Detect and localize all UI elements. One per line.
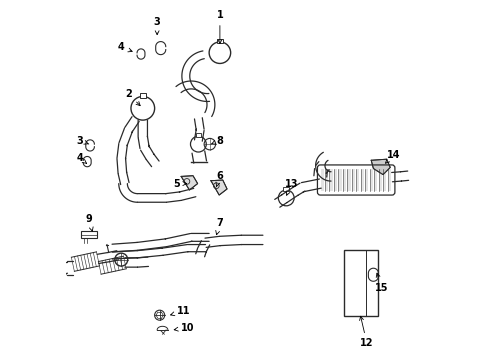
Text: 3: 3 — [154, 17, 161, 35]
Bar — [330, 169, 333, 191]
Text: 14: 14 — [386, 150, 400, 163]
Text: 10: 10 — [174, 323, 195, 333]
Bar — [362, 169, 364, 191]
FancyBboxPatch shape — [196, 133, 201, 137]
FancyBboxPatch shape — [283, 187, 289, 191]
FancyBboxPatch shape — [217, 39, 223, 43]
Bar — [340, 169, 342, 191]
Text: 11: 11 — [171, 306, 191, 316]
Bar — [353, 169, 355, 191]
Bar — [343, 250, 378, 316]
Bar — [367, 169, 368, 191]
Bar — [348, 169, 350, 191]
Bar — [326, 169, 328, 191]
Text: 4: 4 — [76, 153, 87, 163]
Text: 4: 4 — [118, 42, 132, 52]
Polygon shape — [211, 180, 227, 195]
Bar — [389, 169, 391, 191]
FancyBboxPatch shape — [140, 93, 146, 98]
Text: 12: 12 — [360, 316, 374, 348]
Bar — [344, 169, 346, 191]
Text: 8: 8 — [211, 136, 223, 145]
Bar — [321, 169, 323, 191]
Text: 13: 13 — [285, 179, 298, 195]
Polygon shape — [371, 159, 390, 175]
Text: 3: 3 — [76, 136, 89, 145]
Bar — [380, 169, 382, 191]
Bar — [357, 169, 360, 191]
Bar — [375, 169, 377, 191]
Text: 9: 9 — [86, 215, 93, 231]
Bar — [81, 231, 97, 238]
Text: 15: 15 — [374, 273, 388, 293]
Text: 1: 1 — [217, 10, 223, 44]
Text: 2: 2 — [125, 89, 140, 105]
Bar — [335, 169, 337, 191]
Text: 6: 6 — [216, 171, 223, 187]
Bar — [371, 169, 373, 191]
Polygon shape — [181, 176, 197, 190]
Bar — [384, 169, 387, 191]
Text: 5: 5 — [173, 179, 187, 189]
Text: 7: 7 — [216, 218, 223, 235]
